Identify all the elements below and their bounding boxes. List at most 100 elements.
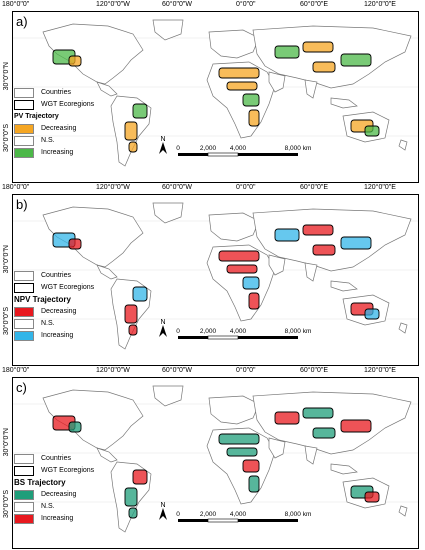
lon-label: 0°0"0" xyxy=(236,184,256,191)
legend-swatch xyxy=(14,124,34,134)
ecoregion-patch xyxy=(302,224,334,236)
ecoregion-patch xyxy=(132,286,148,302)
ecoregion-patch xyxy=(248,109,260,127)
ecoregion-patch xyxy=(364,125,380,137)
landmass-shape xyxy=(152,19,184,41)
lon-label: 60°0"0"W xyxy=(162,184,192,191)
lon-label: 120°0"0"E xyxy=(364,1,396,8)
scale-tick: 0 xyxy=(176,145,180,152)
legend-countries: Countries xyxy=(14,271,164,283)
legend-label: Countries xyxy=(41,89,71,96)
legend: Countries WGT Ecoregions BS Trajectory D… xyxy=(14,454,164,526)
legend-label: Countries xyxy=(41,455,71,462)
scale-tick: 4,000 xyxy=(230,511,247,518)
landmass-shape xyxy=(208,212,260,242)
legend-class: Increasing xyxy=(14,331,164,343)
landmass-shape xyxy=(152,385,184,407)
legend-swatch xyxy=(14,490,34,500)
lon-label: 180°0"0" xyxy=(2,184,30,191)
ecoregion-patch xyxy=(364,308,380,320)
ecoregion-patch xyxy=(132,469,148,485)
ecoregion-patch xyxy=(340,53,372,67)
world-map xyxy=(13,202,418,350)
ecoregion-patch xyxy=(312,427,336,439)
landmass-shape xyxy=(252,391,412,455)
legend-label: Increasing xyxy=(41,515,74,522)
legend-title: BS Trajectory xyxy=(14,478,66,487)
ecoregion-patch xyxy=(226,264,258,274)
scale-tick: 4,000 xyxy=(230,328,247,335)
ecoregion-patch xyxy=(242,93,260,107)
legend-label: Decreasing xyxy=(41,308,77,315)
legend-swatch xyxy=(14,307,34,317)
lon-label: 60°0"0"E xyxy=(300,1,329,8)
landmass-shape xyxy=(304,445,318,465)
scale-tick: 8,000 km xyxy=(285,328,312,335)
ecoregion-patch xyxy=(132,103,148,119)
scale-tick: 8,000 km xyxy=(285,145,312,152)
legend-class: N.S. xyxy=(14,136,164,148)
legend-label: WGT Ecoregions xyxy=(41,101,95,108)
legend-swatch xyxy=(14,502,34,512)
panel-label: c) xyxy=(16,380,27,395)
scale-tick: 0 xyxy=(176,511,180,518)
legend-label: Countries xyxy=(41,272,71,279)
lon-label: 0°0"0" xyxy=(236,1,256,8)
ecoregion-patch xyxy=(68,55,82,67)
lat-label: 30°0"0"N xyxy=(3,62,10,91)
legend-swatch xyxy=(14,148,34,158)
ecoregion-patch xyxy=(128,324,138,336)
legend-ecoregions: WGT Ecoregions xyxy=(14,100,164,112)
world-map xyxy=(13,385,418,533)
ecoregion-patch xyxy=(274,228,300,242)
lon-label: 120°0"0"E xyxy=(364,367,396,374)
landmass-shape xyxy=(96,447,118,463)
lon-label: 120°0"0"W xyxy=(96,184,130,191)
legend-swatch xyxy=(14,454,34,464)
map-panel-b: 180°0"0" 120°0"0"W 60°0"0"W 0°0"0" 60°0"… xyxy=(0,183,425,366)
panel-label: b) xyxy=(16,197,28,212)
legend-class: N.S. xyxy=(14,319,164,331)
north-arrow-icon: N xyxy=(159,319,167,337)
ecoregion-patch xyxy=(124,121,138,141)
legend-label: Decreasing xyxy=(41,491,77,498)
landmass-shape xyxy=(398,505,408,517)
north-arrow-icon: N xyxy=(159,136,167,154)
legend-label: Decreasing xyxy=(41,125,77,132)
legend-swatch xyxy=(14,514,34,524)
map-panel-a: 180°0"0" 120°0"0"W 60°0"0"W 0°0"0" 60°0"… xyxy=(0,0,425,183)
legend-ecoregions: WGT Ecoregions xyxy=(14,283,164,295)
legend-label: WGT Ecoregions xyxy=(41,467,95,474)
legend-title: NPV Trajectory xyxy=(14,295,71,304)
legend-swatch xyxy=(14,466,34,476)
ecoregion-patch xyxy=(124,304,138,324)
legend-swatch xyxy=(14,100,34,110)
ecoregion-patch xyxy=(226,81,258,91)
legend-class: Decreasing xyxy=(14,124,164,136)
legend-class: Decreasing xyxy=(14,490,164,502)
scale-bar: 0 2,000 4,000 8,000 km xyxy=(176,508,376,528)
legend-label: Increasing xyxy=(41,332,74,339)
lon-label: 60°0"0"E xyxy=(300,184,329,191)
lon-label: 60°0"0"W xyxy=(162,1,192,8)
legend-swatch xyxy=(14,88,34,98)
ecoregion-patch xyxy=(128,507,138,519)
ecoregion-patch xyxy=(226,447,258,457)
ecoregion-patch xyxy=(312,61,336,73)
legend-label: N.S. xyxy=(41,503,55,510)
legend-class: N.S. xyxy=(14,502,164,514)
ecoregion-patch xyxy=(274,411,300,425)
landmass-shape xyxy=(208,29,260,59)
ecoregion-patch xyxy=(68,421,82,433)
ecoregion-patch xyxy=(312,244,336,256)
ecoregion-patch xyxy=(340,236,372,250)
scale-bar: 0 2,000 4,000 8,000 km xyxy=(176,325,376,345)
legend-countries: Countries xyxy=(14,88,164,100)
scale-tick: 0 xyxy=(176,328,180,335)
legend-swatch xyxy=(14,136,34,146)
lat-label: 30°0"0"S xyxy=(3,124,10,153)
landmass-shape xyxy=(398,322,408,334)
landmass-shape xyxy=(304,262,318,282)
landmass-shape xyxy=(208,395,260,425)
landmass-shape xyxy=(252,208,412,272)
